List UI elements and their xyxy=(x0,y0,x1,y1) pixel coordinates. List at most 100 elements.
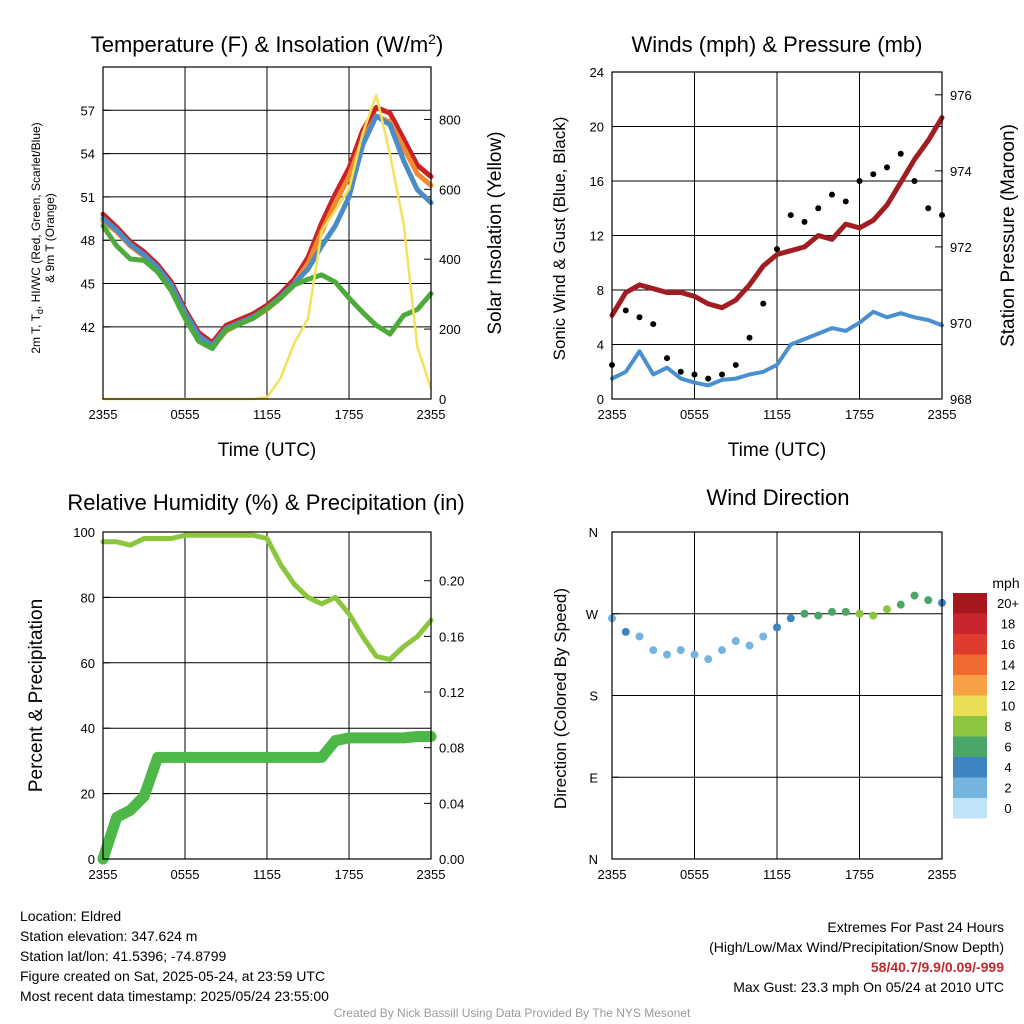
y-tick-label: S xyxy=(589,689,598,704)
y-tick-label: 80 xyxy=(81,590,95,605)
y2-tick-label: 968 xyxy=(950,392,972,407)
station-elevation: Station elevation: 347.624 m xyxy=(20,928,198,944)
x-tick-label: 1755 xyxy=(335,407,364,422)
legend-swatch xyxy=(953,613,987,634)
direction-point xyxy=(883,605,891,614)
gust-point xyxy=(925,205,932,212)
y2-axis-label: Station Pressure (Maroon) xyxy=(998,124,1019,347)
plot-frame xyxy=(102,531,432,860)
x-tick-label: 0555 xyxy=(680,407,709,422)
y-axis-label-line2: & 9m T (Orange) xyxy=(43,193,57,283)
gust-point xyxy=(719,371,725,378)
recent-timestamp: Most recent data timestamp: 2025/05/24 2… xyxy=(20,988,329,1004)
y-tick-label: N xyxy=(589,852,598,867)
y2-tick-label: 976 xyxy=(950,88,972,103)
gust-point xyxy=(664,355,670,362)
y-tick-label: 12 xyxy=(590,229,604,244)
y-tick-label: W xyxy=(586,607,599,622)
gust-point xyxy=(911,178,918,184)
gust-point xyxy=(801,218,808,225)
gust-point xyxy=(884,164,890,171)
direction-point xyxy=(621,627,630,636)
legend-label: 6 xyxy=(1004,740,1011,755)
legend-label: 0 xyxy=(1004,801,1011,816)
direction-point xyxy=(786,614,795,623)
gust-point xyxy=(842,198,849,205)
legend-label: 8 xyxy=(1004,719,1011,734)
plot-frame xyxy=(611,71,943,400)
legend-label: 16 xyxy=(1001,637,1015,652)
x-tick-label: 1755 xyxy=(845,407,874,422)
station-info: Location: Eldred Station elevation: 347.… xyxy=(20,906,329,1006)
figure-created: Figure created on Sat, 2025-05-24, at 23… xyxy=(20,968,326,984)
y-axis-label: Direction (Colored By Speed) xyxy=(551,588,570,809)
max-gust: Max Gust: 23.3 mph On 05/24 at 2010 UTC xyxy=(733,979,1004,995)
y-tick-label: 54 xyxy=(81,147,95,162)
chart-title: Winds (mph) & Pressure (mb) xyxy=(632,32,923,57)
y-tick-label: 60 xyxy=(81,656,95,671)
legend-swatch xyxy=(953,593,987,614)
legend-swatch xyxy=(953,798,987,819)
y-tick-label: 100 xyxy=(73,525,95,540)
y2-tick-label: 972 xyxy=(950,240,972,255)
y2-tick-label: 0.00 xyxy=(439,852,464,867)
chart-title: Relative Humidity (%) & Precipitation (i… xyxy=(67,490,464,515)
y-tick-label: 0 xyxy=(88,852,95,867)
direction-point xyxy=(635,632,644,641)
y-tick-label: 4 xyxy=(597,338,604,353)
direction-point xyxy=(896,600,905,609)
legend-label: 18 xyxy=(1001,617,1015,632)
y-tick-label: 8 xyxy=(597,283,604,298)
station-location: Location: Eldred xyxy=(20,908,122,924)
series-line-precip-green xyxy=(97,731,437,865)
y-tick-label: 57 xyxy=(81,103,95,118)
y-tick-label: 48 xyxy=(81,233,95,248)
direction-point xyxy=(855,609,864,618)
legend-swatch xyxy=(953,675,987,696)
x-tick-label: 2355 xyxy=(417,867,446,882)
gust-point xyxy=(787,212,794,219)
x-axis-label: Time (UTC) xyxy=(728,440,827,461)
direction-point xyxy=(676,646,685,655)
legend-label: 20+ xyxy=(997,596,1019,611)
series-line-green xyxy=(100,223,434,351)
extremes-title: Extremes For Past 24 Hours xyxy=(827,919,1004,935)
gust-point xyxy=(705,375,712,382)
y2-axis-label: Solar Insolation (Yellow) xyxy=(485,131,506,334)
legend-swatch xyxy=(953,634,987,655)
series-line-pressure-maroon xyxy=(609,115,945,318)
extremes-info: Extremes For Past 24 Hours (High/Low/Max… xyxy=(709,917,1004,997)
x-tick-label: 1155 xyxy=(253,867,281,882)
direction-point xyxy=(759,632,768,641)
series-line-rh-green xyxy=(100,532,434,662)
direction-point xyxy=(649,646,658,655)
y2-tick-label: 0.04 xyxy=(439,796,464,811)
extremes-values: 58/40.7/9.9/0.09/-999 xyxy=(870,959,1004,975)
winds-panel: Winds (mph) & Pressure (mb) 2355 0555 1155 1… xyxy=(550,32,1019,461)
y-tick-label: 20 xyxy=(81,787,95,802)
x-tick-label: 0555 xyxy=(171,407,200,422)
gust-point xyxy=(691,371,698,378)
direction-point xyxy=(841,607,850,616)
direction-point xyxy=(704,655,713,664)
legend-swatch xyxy=(953,716,987,737)
legend-label: 12 xyxy=(1001,678,1015,693)
direction-point xyxy=(910,591,919,600)
y2-tick-label: 0 xyxy=(439,392,446,407)
y2-tick-label: 400 xyxy=(439,252,461,267)
legend-swatch xyxy=(953,777,987,798)
x-tick-label: 1155 xyxy=(763,867,791,882)
direction-point xyxy=(773,623,781,632)
y-tick-label: E xyxy=(589,770,598,785)
x-tick-label: 2355 xyxy=(928,867,957,882)
direction-point xyxy=(814,611,823,620)
gust-point xyxy=(650,321,657,328)
gust-point xyxy=(774,246,780,253)
y-axis-label: Percent & Precipitation xyxy=(26,599,47,792)
chart-title: Temperature (F) & Insolation (W/m2) xyxy=(91,31,444,57)
gust-point xyxy=(732,361,739,368)
direction-point xyxy=(828,607,836,616)
y-axis-label: Sonic Wind & Gust (Blue, Black) xyxy=(550,117,569,361)
y2-tick-label: 200 xyxy=(439,322,461,337)
credit-line: Created By Nick Bassill Using Data Provi… xyxy=(333,1006,691,1020)
